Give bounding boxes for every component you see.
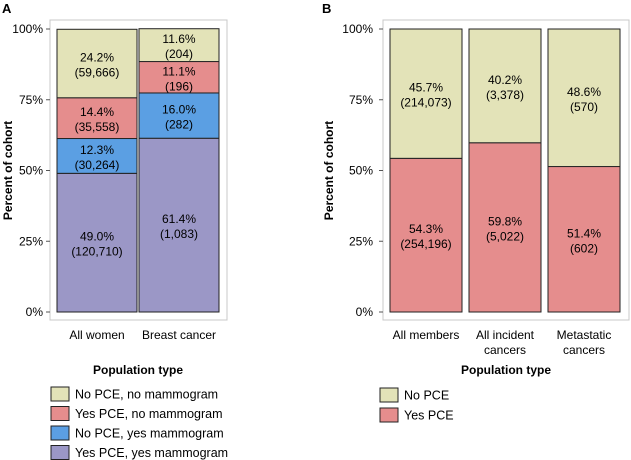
legend-swatch [50,445,70,460]
bar-segment [138,28,220,63]
segment-count-label: (35,558) [75,120,120,134]
segment-count-label: (59,666) [75,66,120,80]
segment-count-label: (3,378) [486,88,524,102]
x-axis-title: Population type [93,363,183,377]
segment-percent-label: 16.0% [162,103,196,117]
segment-percent-label: 24.2% [80,51,114,65]
segment-percent-label: 11.6% [162,32,195,46]
y-axis-title: Percent of cohort [322,121,336,220]
y-tick-label: 25% [19,234,43,248]
x-tick-label: All incident [476,328,535,342]
legend-label: Yes PCE [404,409,454,423]
bar-segment [468,28,542,144]
y-tick-label: 50% [349,164,373,178]
bar-segment [56,28,138,99]
x-axis-title: Population type [461,363,551,377]
bar-segment [138,92,220,139]
y-tick-label: 100% [12,22,43,36]
bar-segment [547,166,621,313]
bar-segment [547,28,621,168]
x-tick-label: cancers [563,343,605,357]
segment-count-label: (1,083) [160,227,198,241]
legend-swatch [50,386,70,402]
segment-count-label: (204) [165,47,193,61]
segment-count-label: (254,196) [400,237,451,251]
panel-letter: A [2,1,12,16]
legend-label: No PCE, no mammogram [75,388,218,402]
legend-label: No PCE [404,389,449,403]
segment-count-label: (570) [570,100,598,114]
panel-a: A0%25%50%75%100%Percent of cohort49.0%(1… [1,1,228,460]
legend-label: Yes PCE, no mammogram [75,407,223,421]
bar-segment [389,28,463,159]
segment-count-label: (120,710) [71,245,122,259]
y-tick-label: 100% [342,22,373,36]
panel-letter: B [322,1,331,16]
y-axis-title: Percent of cohort [1,121,15,220]
segment-percent-label: 11.1% [162,64,195,78]
x-tick-label: All members [393,328,460,342]
segment-count-label: (5,022) [486,229,524,243]
panel-b: B0%25%50%75%100%Percent of cohort54.3%(2… [322,1,630,423]
y-tick-label: 50% [19,164,43,178]
legend-swatch [379,387,399,403]
x-tick-label: Metastatic [557,328,612,342]
y-tick-label: 0% [26,305,44,319]
segment-count-label: (30,264) [75,158,120,172]
bar-segment [138,137,220,313]
legend-swatch [50,406,70,421]
segment-count-label: (282) [165,118,193,132]
segment-count-label: (602) [570,241,598,255]
segment-percent-label: 12.3% [80,143,114,157]
x-tick-label: Breast cancer [142,328,216,342]
segment-percent-label: 14.4% [80,105,114,119]
segment-percent-label: 51.4% [567,226,601,240]
x-tick-label: cancers [484,343,526,357]
bar-segment [56,97,138,140]
legend-label: No PCE, yes mammogram [75,427,224,441]
segment-percent-label: 40.2% [488,73,522,87]
y-tick-label: 0% [356,305,374,319]
segment-percent-label: 49.0% [80,230,114,244]
segment-percent-label: 45.7% [409,81,443,95]
bar-segment [389,157,463,313]
y-tick-label: 75% [19,93,43,107]
y-tick-label: 75% [349,93,373,107]
segment-count-label: (214,073) [400,96,451,110]
legend-swatch [50,425,70,441]
bar-segment [138,61,220,94]
segment-count-label: (196) [165,79,193,93]
legend-label: Yes PCE, yes mammogram [75,446,228,460]
bar-segment [468,142,542,313]
bar-segment [56,138,138,174]
segment-percent-label: 48.6% [567,85,601,99]
x-tick-label: All women [69,328,124,342]
segment-percent-label: 61.4% [162,212,196,226]
legend-swatch [379,407,399,423]
segment-percent-label: 54.3% [409,222,443,236]
segment-percent-label: 59.8% [488,214,522,228]
y-tick-label: 25% [349,234,373,248]
